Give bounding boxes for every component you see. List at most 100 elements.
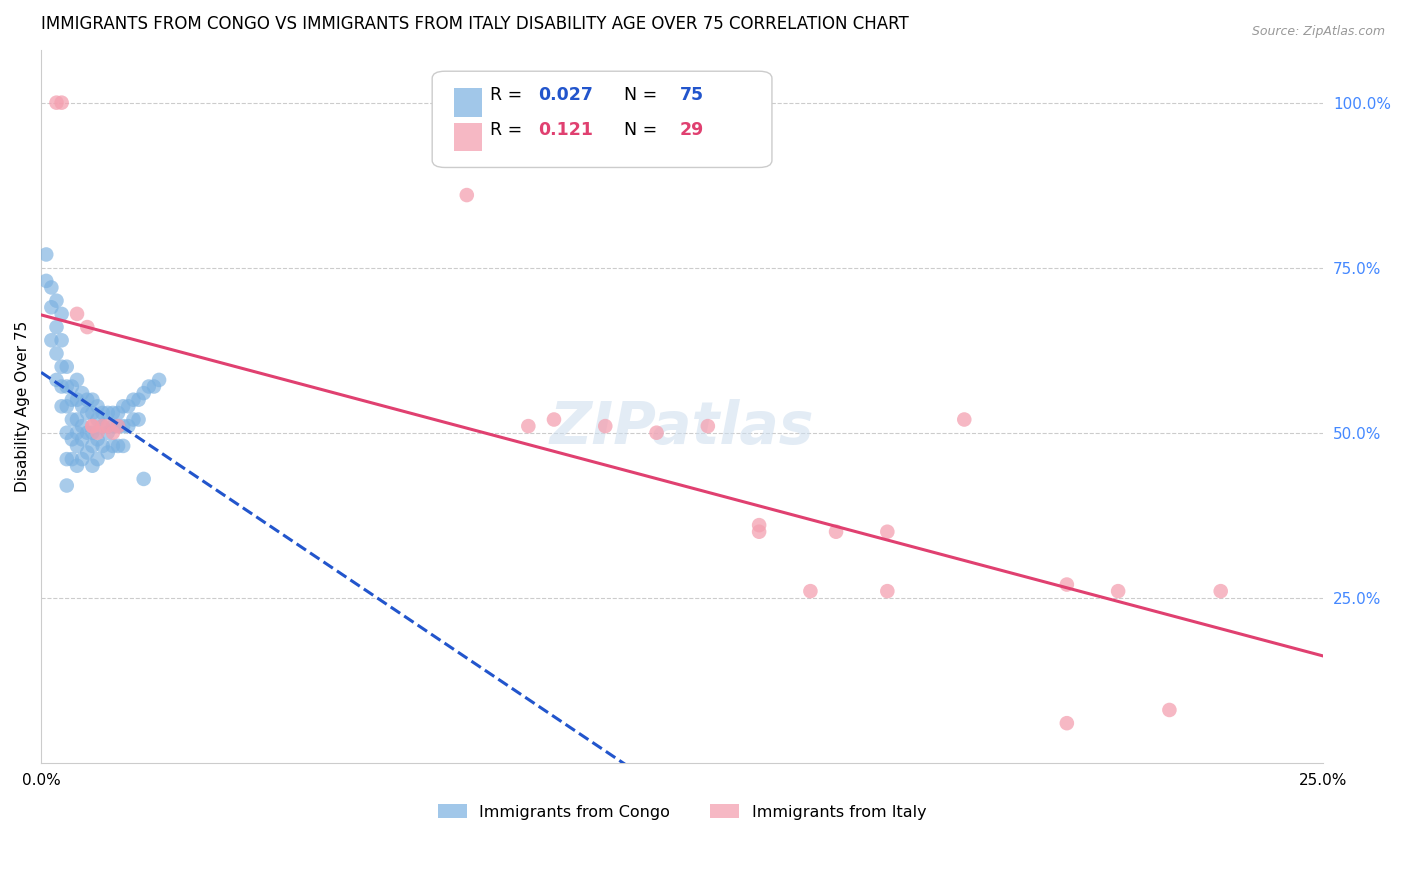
Text: R =: R = (489, 120, 533, 138)
Point (97, 419, 120, 434)
Point (953, 412, 976, 426)
Text: Source: ZipAtlas.com: Source: ZipAtlas.com (1251, 25, 1385, 38)
Point (82, 458, 104, 473)
Point (117, 400, 139, 414)
Point (60, 452, 83, 467)
Point (876, 584, 898, 599)
Point (35, 247, 58, 261)
Text: 29: 29 (679, 120, 704, 138)
Point (60, 379, 83, 393)
Point (148, 373, 170, 387)
Point (70, 419, 93, 434)
Point (45, 320, 67, 334)
Point (645, 425, 668, 440)
Point (112, 419, 135, 434)
Point (86, 412, 108, 426)
Point (51, 333, 73, 347)
Point (97, 425, 120, 440)
Point (41, 300, 63, 314)
Text: 0.027: 0.027 (538, 87, 593, 104)
Point (1107, 584, 1129, 599)
Text: 0.121: 0.121 (538, 120, 593, 138)
Point (51, 379, 73, 393)
Point (60, 433, 83, 447)
Point (101, 439, 124, 453)
Text: ZIPatlas: ZIPatlas (550, 400, 814, 456)
Point (91, 439, 114, 453)
Point (1056, 716, 1078, 731)
Point (1209, 584, 1232, 599)
Point (101, 425, 124, 440)
Point (825, 524, 848, 539)
Point (82, 439, 104, 453)
Point (97, 406, 120, 420)
Point (86, 425, 108, 440)
Point (45, 293, 67, 308)
Point (132, 386, 155, 401)
Point (66, 307, 89, 321)
Point (138, 379, 160, 393)
Point (51, 400, 73, 414)
Point (82, 392, 104, 407)
Point (76, 320, 98, 334)
Point (82, 425, 104, 440)
Point (748, 524, 770, 539)
Point (55, 379, 77, 393)
Point (60, 392, 83, 407)
Point (66, 392, 89, 407)
Point (41, 280, 63, 294)
Point (51, 307, 73, 321)
Point (799, 584, 821, 599)
Point (86, 452, 108, 467)
Point (55, 478, 77, 492)
Point (128, 392, 150, 407)
Point (76, 392, 98, 407)
Text: N =: N = (613, 120, 662, 138)
FancyBboxPatch shape (432, 71, 772, 168)
Point (76, 425, 98, 440)
Point (45, 95, 67, 110)
Point (66, 458, 89, 473)
Point (45, 346, 67, 360)
Point (91, 406, 114, 420)
Point (76, 406, 98, 420)
Point (593, 419, 616, 434)
FancyBboxPatch shape (454, 122, 482, 151)
Point (82, 406, 104, 420)
Point (86, 433, 108, 447)
Text: 75: 75 (679, 87, 704, 104)
Legend: Immigrants from Congo, Immigrants from Italy: Immigrants from Congo, Immigrants from I… (432, 797, 932, 826)
Point (55, 452, 77, 467)
Text: IMMIGRANTS FROM CONGO VS IMMIGRANTS FROM ITALY DISABILITY AGE OVER 75 CORRELATIO: IMMIGRANTS FROM CONGO VS IMMIGRANTS FROM… (41, 15, 908, 33)
Text: N =: N = (613, 87, 662, 104)
Point (112, 439, 135, 453)
Point (107, 419, 129, 434)
Point (91, 419, 114, 434)
Point (748, 518, 770, 533)
Point (45, 373, 67, 387)
Point (112, 400, 135, 414)
Point (55, 400, 77, 414)
Point (66, 412, 89, 426)
Point (1056, 577, 1078, 591)
Point (41, 333, 63, 347)
Point (876, 524, 898, 539)
Point (132, 472, 155, 486)
Point (66, 425, 89, 440)
Point (543, 412, 565, 426)
Point (66, 373, 89, 387)
Point (107, 439, 129, 453)
Point (122, 412, 145, 426)
Point (517, 419, 540, 434)
Point (51, 95, 73, 110)
Point (97, 445, 120, 459)
Text: R =: R = (489, 87, 527, 104)
Point (91, 419, 114, 434)
Point (55, 359, 77, 374)
Point (456, 188, 478, 202)
Point (70, 433, 93, 447)
Point (55, 425, 77, 440)
Point (35, 274, 58, 288)
Point (70, 452, 93, 467)
Point (122, 392, 145, 407)
